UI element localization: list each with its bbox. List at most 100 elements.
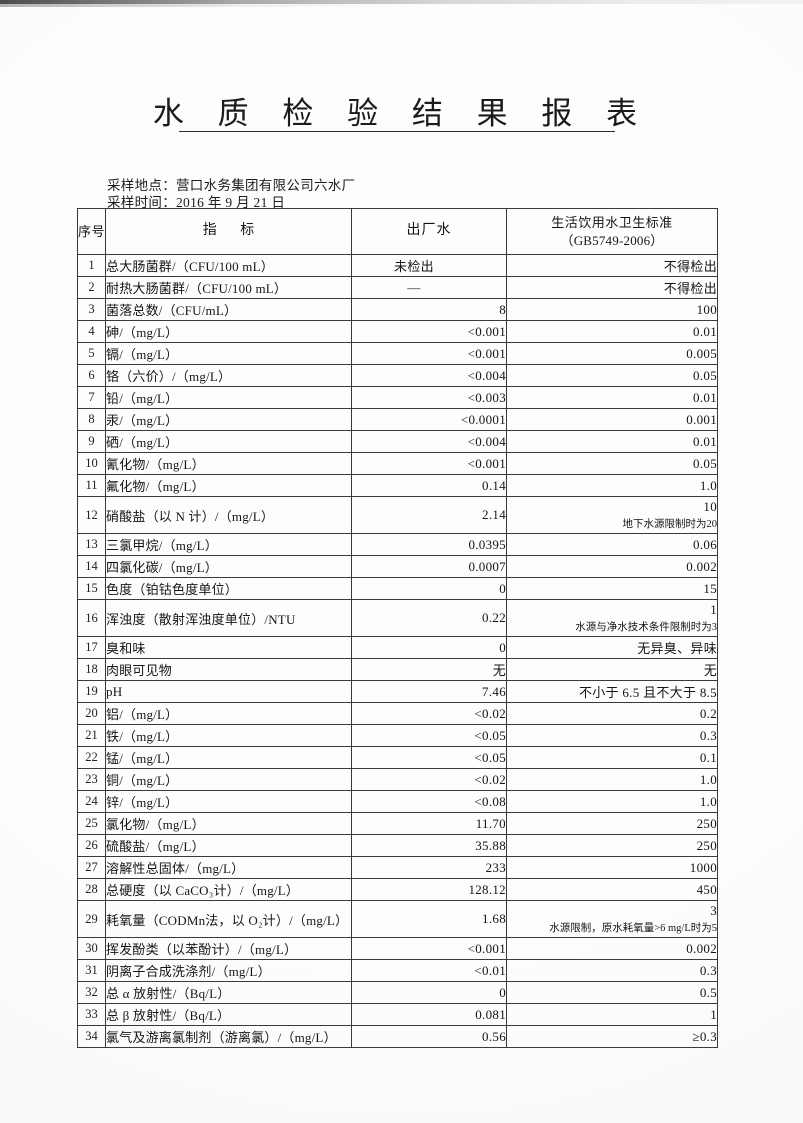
row-measured-value: <0.05 <box>351 724 507 747</box>
standard-limit-main: 1.0 <box>699 477 717 493</box>
row-indicator: 四氯化碳/（mg/L） <box>105 555 352 578</box>
row-standard-limit: 250 <box>506 812 718 835</box>
table-row: 23 铜/（mg/L） <0.02 1.0 <box>77 768 718 791</box>
standard-limit-main: 250 <box>696 815 717 831</box>
row-standard-limit: 0.01 <box>506 320 718 343</box>
standard-limit-main: 0.3 <box>699 962 717 978</box>
row-number: 27 <box>77 856 106 879</box>
row-indicator: pH <box>105 680 352 703</box>
standard-limit-main: 450 <box>696 881 717 897</box>
standard-limit-main: 1 <box>710 1006 717 1022</box>
row-number: 23 <box>77 768 106 791</box>
row-measured-value: 11.70 <box>351 812 507 835</box>
row-number: 1 <box>77 254 106 277</box>
row-number: 20 <box>77 702 106 725</box>
standard-limit-main: 15 <box>703 580 717 596</box>
row-indicator: 溶解性总固体/（mg/L） <box>105 856 352 879</box>
row-indicator: 挥发酚类（以苯酚计）/（mg/L） <box>105 937 352 960</box>
row-standard-limit: 不小于 6.5 且不大于 8.5 <box>506 680 718 703</box>
table-row: 22 锰/（mg/L） <0.05 0.1 <box>77 746 718 769</box>
row-number: 31 <box>77 959 106 982</box>
row-measured-value: 1.68 <box>351 900 507 938</box>
table-row: 12 硝酸盐（以 N 计）/（mg/L） 2.14 10 地下水源限制时为20 <box>77 496 718 534</box>
sampling-time: 采样时间：2016 年 9 月 21 日 <box>107 191 285 211</box>
standard-limit-main: 1.0 <box>699 793 717 809</box>
row-measured-value: <0.02 <box>351 768 507 791</box>
standard-limit-note: 水源限制，原水耗氧量>6 mg/L时为5 <box>549 923 717 934</box>
standard-limit-main: 3 <box>710 903 717 918</box>
row-measured-value: <0.001 <box>351 452 507 475</box>
row-number: 32 <box>77 981 106 1004</box>
row-indicator: 铬（六价）/（mg/L） <box>105 364 352 387</box>
row-indicator: 总大肠菌群/（CFU/100 mL） <box>105 254 352 277</box>
row-indicator: 铁/（mg/L） <box>105 724 352 747</box>
row-number: 19 <box>77 680 106 703</box>
row-measured-value: — <box>351 276 507 299</box>
row-number: 22 <box>77 746 106 769</box>
table-row: 31 阴离子合成洗涤剂/（mg/L） <0.01 0.3 <box>77 959 718 982</box>
row-number: 7 <box>77 386 106 409</box>
row-indicator: 浑浊度（散射浑浊度单位）/NTU <box>105 599 352 637</box>
row-indicator: 氯化物/（mg/L） <box>105 812 352 835</box>
standard-limit-main: 0.05 <box>693 455 717 471</box>
standard-limit-main: 100 <box>696 301 717 317</box>
table-row: 28 总硬度（以 CaCO₃计）/（mg/L） 128.12 450 <box>77 878 718 901</box>
row-indicator: 铅/（mg/L） <box>105 386 352 409</box>
standard-limit-note: 水源与净水技术条件限制时为3 <box>575 622 717 633</box>
row-number: 26 <box>77 834 106 857</box>
table-row: 14 四氯化碳/（mg/L） 0.0007 0.002 <box>77 555 718 578</box>
row-measured-value: <0.004 <box>351 364 507 387</box>
row-standard-limit: 0.01 <box>506 386 718 409</box>
row-indicator: 硝酸盐（以 N 计）/（mg/L） <box>105 496 352 534</box>
standard-limit-note: 地下水源限制时为20 <box>622 519 718 530</box>
row-measured-value: <0.003 <box>351 386 507 409</box>
sampling-location-value: 营口水务集团有限公司六水厂 <box>176 178 356 193</box>
sampling-time-value: 2016 年 9 月 21 日 <box>176 195 286 210</box>
row-measured-value: 0.14 <box>351 474 507 497</box>
standard-limit-main: 0.002 <box>686 940 717 956</box>
table-row: 18 肉眼可见物无无 <box>77 658 718 681</box>
row-number: 25 <box>77 812 106 835</box>
row-indicator: 氯气及游离氯制剂（游离氯）/（mg/L） <box>105 1025 352 1048</box>
row-standard-limit: 0.002 <box>506 937 718 960</box>
standard-limit-main: 0.3 <box>699 727 717 743</box>
row-number: 11 <box>77 474 106 497</box>
standard-limit-main: 0.2 <box>699 705 717 721</box>
row-measured-value: 8 <box>351 298 507 321</box>
table-row: 33 总 β 放射性/（Bq/L） 0.081 1 <box>77 1003 718 1026</box>
row-standard-limit: 3 水源限制，原水耗氧量>6 mg/L时为5 <box>506 900 718 938</box>
row-measured-value: <0.001 <box>351 342 507 365</box>
standard-limit-main: 0.002 <box>686 558 717 574</box>
table-body: 1 总大肠菌群/（CFU/100 mL） 未检出 不得检出 2 耐热大肠菌群/（CFU/1… <box>77 254 718 1048</box>
column-header-indicator: 指 标 <box>105 208 352 255</box>
table-row: 29 耗氧量（CODMn法，以 O₂计）/（mg/L） 1.68 3 水源限制，原水耗氧… <box>77 900 718 938</box>
table-row: 26 硫酸盐/（mg/L） 35.88 250 <box>77 834 718 857</box>
row-measured-value: <0.004 <box>351 430 507 453</box>
column-header-no: 序号 <box>77 208 106 255</box>
standard-limit-main: 0.005 <box>686 345 717 361</box>
title-underline <box>179 131 615 132</box>
standard-limit-main: 0.01 <box>693 389 717 405</box>
table-row: 15 色度（铂钴色度单位） 0 15 <box>77 577 718 600</box>
row-indicator: 锰/（mg/L） <box>105 746 352 769</box>
row-measured-value: 7.46 <box>351 680 507 703</box>
row-indicator: 三氯甲烷/（mg/L） <box>105 533 352 556</box>
row-measured-value: <0.08 <box>351 790 507 813</box>
table-row: 16 浑浊度（散射浑浊度单位）/NTU 0.22 1 水源与净水技术条件限制时为3 <box>77 599 718 637</box>
standard-limit-main: 1 <box>710 602 717 617</box>
row-indicator: 氰化物/（mg/L） <box>105 452 352 475</box>
row-indicator: 色度（铂钴色度单位） <box>105 577 352 600</box>
table-row: 6 铬（六价）/（mg/L） <0.004 0.05 <box>77 364 718 387</box>
row-number: 18 <box>77 658 106 681</box>
row-measured-value: 0 <box>351 577 507 600</box>
standard-limit-main: 0.5 <box>699 984 717 1000</box>
row-measured-value: <0.0001 <box>351 408 507 431</box>
row-number: 3 <box>77 298 106 321</box>
row-standard-limit: 0.3 <box>506 959 718 982</box>
table-header-row: 序号 指 标 出厂水 生活饮用水卫生标准 （GB5749-2006） <box>77 208 718 255</box>
table-row: 4 砷/（mg/L） <0.001 0.01 <box>77 320 718 343</box>
row-standard-limit: 450 <box>506 878 718 901</box>
row-measured-value: 233 <box>351 856 507 879</box>
row-indicator: 阴离子合成洗涤剂/（mg/L） <box>105 959 352 982</box>
row-measured-value: 未检出 <box>351 254 507 277</box>
